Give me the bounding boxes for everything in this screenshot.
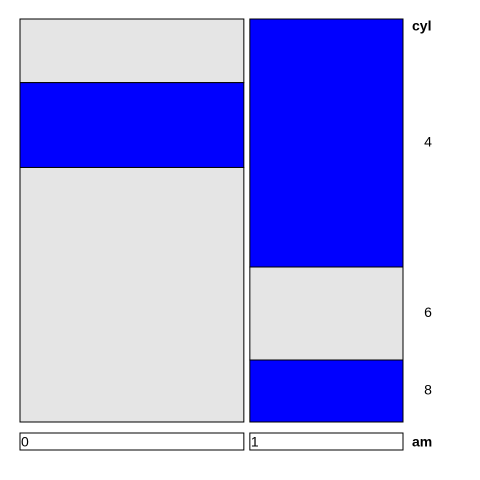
level-label: 4 bbox=[424, 134, 432, 150]
category-box bbox=[249, 432, 404, 451]
mosaic-cell bbox=[249, 18, 404, 268]
mosaic-cell bbox=[249, 359, 404, 423]
category-label: 0 bbox=[21, 434, 29, 450]
mosaic-cell bbox=[249, 266, 404, 361]
level-label: 6 bbox=[424, 304, 432, 320]
x-variable-label: am bbox=[412, 434, 432, 450]
y-variable-label: cyl bbox=[412, 18, 431, 34]
category-box bbox=[19, 432, 245, 451]
level-label: 8 bbox=[424, 382, 432, 398]
mosaic-cell bbox=[19, 82, 245, 168]
mosaic-cell bbox=[19, 18, 245, 84]
category-label: 1 bbox=[251, 434, 259, 450]
mosaic-cell bbox=[19, 166, 245, 423]
